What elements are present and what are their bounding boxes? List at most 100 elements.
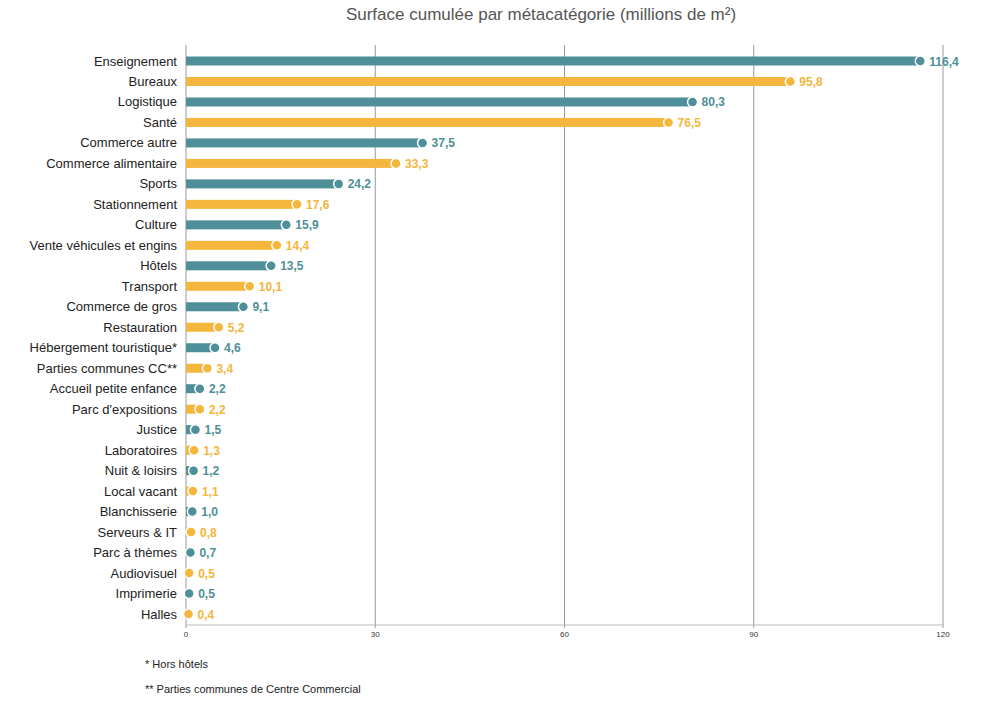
tick-mark [375,625,376,628]
bar-end-dot [186,527,196,537]
data-label: 1,1 [202,485,219,499]
category-label: Hôtels [140,258,177,273]
bar-end-dot [272,240,282,250]
bar-end-dot [245,281,255,291]
bar [186,220,286,229]
chart: Surface cumulée par métacatégorie (milli… [0,0,986,722]
bar-end-dot [664,117,674,127]
data-label: 10,1 [259,280,283,294]
category-label: Nuit & loisirs [105,463,178,478]
data-label: 3,4 [216,362,233,376]
category-label: Enseignement [94,54,177,69]
data-label: 37,5 [432,136,456,150]
bar-end-dot [292,199,302,209]
category-label: Commerce autre [80,135,177,150]
category-label: Sports [139,176,177,191]
data-label: 80,3 [702,95,726,109]
category-label: Laboratoires [105,443,178,458]
category-label: Parties communes CC** [37,361,177,376]
bar-end-dot [188,486,198,496]
category-label: Culture [135,217,177,232]
bar-end-dot [195,384,205,394]
grid-line [186,45,187,625]
bar [186,97,693,106]
bar [186,241,277,250]
grid [186,45,943,625]
data-label: 15,9 [295,218,319,232]
data-label: 0,5 [198,587,215,601]
category-label: Halles [141,607,178,622]
bar-end-dot [266,261,276,271]
bar-end-dot [189,445,199,455]
bar-end-dot [184,589,194,599]
bar-end-dot [190,425,200,435]
data-label: 0,5 [198,567,215,581]
data-label: 4,6 [224,341,241,355]
bar-end-dot [195,404,205,414]
bar [186,302,243,311]
data-label: 17,6 [306,198,330,212]
bar-end-dot [189,466,199,476]
tick-mark [753,625,754,628]
data-label: 0,7 [199,546,216,560]
bar-end-dot [281,220,291,230]
data-label: 2,2 [209,403,226,417]
bar-end-dot [785,76,795,86]
category-label: Santé [143,115,177,130]
bar-end-dot [334,179,344,189]
bar [186,282,250,291]
grid-line [564,45,565,625]
bar [186,77,790,86]
data-label: 116,4 [929,55,959,69]
bars [184,56,926,619]
tick-mark [943,625,944,628]
bar-end-dot [187,507,197,517]
data-label: 13,5 [280,259,304,273]
bar [186,200,297,209]
tick-label: 60 [560,630,569,639]
bar-end-dot [184,568,194,578]
footnote: * Hors hôtels [145,658,208,670]
bar-end-dot [915,56,925,66]
category-label: Parc à thèmes [93,545,177,560]
bar [186,138,423,147]
data-label: 24,2 [348,177,372,191]
grid-line [753,45,754,625]
category-label: Parc d'expositions [72,402,178,417]
data-label: 14,4 [286,239,310,253]
category-label: Stationnement [93,197,177,212]
data-label: 9,1 [252,300,269,314]
data-label: 1,0 [201,505,218,519]
category-label: Logistique [118,94,177,109]
category-label: Serveurs & IT [98,525,178,540]
data-label: 0,8 [200,526,217,540]
data-label: 1,3 [203,444,220,458]
bar-end-dot [184,609,194,619]
category-label: Transport [122,279,178,294]
tick-label: 30 [371,630,380,639]
category-label: Vente véhicules et engins [30,238,178,253]
bar [186,159,396,168]
bar-end-dot [391,158,401,168]
bar-end-dot [202,363,212,373]
data-label: 95,8 [799,75,823,89]
category-label: Restauration [103,320,177,335]
footnote: ** Parties communes de Centre Commercial [145,683,361,695]
grid-line [375,45,376,625]
bar [186,118,669,127]
data-label: 1,5 [204,423,221,437]
data-label: 5,2 [228,321,245,335]
category-label: Accueil petite enfance [50,381,177,396]
data-label: 1,2 [203,464,220,478]
tick-label: 120 [936,630,950,639]
tick-label: 90 [749,630,758,639]
grid-line [943,45,944,625]
category-label: Blanchisserie [100,504,177,519]
tick-label: 0 [184,630,189,639]
data-label: 76,5 [678,116,702,130]
category-label: Imprimerie [116,586,177,601]
data-label: 2,2 [209,382,226,396]
category-label: Commerce alimentaire [46,156,177,171]
category-label: Justice [137,422,177,437]
tick-mark [186,625,187,628]
